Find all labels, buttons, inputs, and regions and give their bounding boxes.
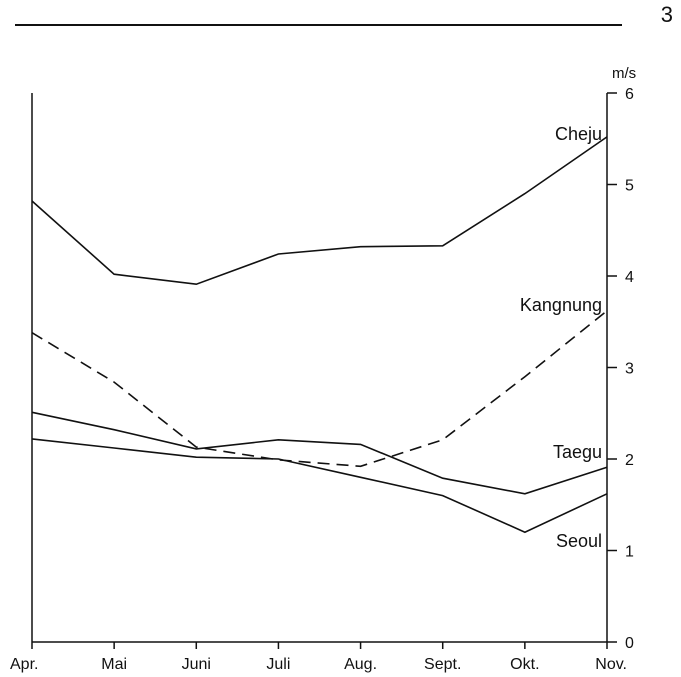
y-unit-label: m/s — [612, 65, 636, 82]
series-line-cheju — [31, 136, 608, 286]
y-tick-label: 6 — [625, 86, 634, 103]
page-number: 3 — [660, 2, 673, 27]
y-tick-label: 3 — [625, 361, 634, 378]
series-line-kangnung — [31, 310, 608, 468]
y-tick-label: 2 — [625, 452, 634, 469]
y-tick-label: 0 — [625, 635, 634, 652]
x-tick-label: Aug. — [344, 656, 377, 673]
x-tick-label: Mai — [101, 656, 127, 673]
x-tick-label: Juli — [266, 656, 290, 673]
series-label-taegu: Taegu — [553, 442, 602, 462]
series-line-seoul — [31, 438, 608, 534]
x-tick-label: Nov. — [595, 656, 627, 673]
x-tick-label: Sept. — [424, 656, 461, 673]
y-tick-label: 1 — [625, 544, 634, 561]
series-label-cheju: Cheju — [555, 124, 602, 144]
y-tick-label: 4 — [625, 269, 634, 286]
series-label-seoul: Seoul — [556, 531, 602, 551]
series-label-kangnung: Kangnung — [520, 295, 602, 315]
x-tick-label: Okt. — [510, 656, 539, 673]
x-tick-label: Juni — [182, 656, 211, 673]
x-tick-label: Apr. — [10, 656, 38, 673]
series-line-taegu — [31, 411, 608, 495]
y-tick-label: 5 — [625, 178, 634, 195]
